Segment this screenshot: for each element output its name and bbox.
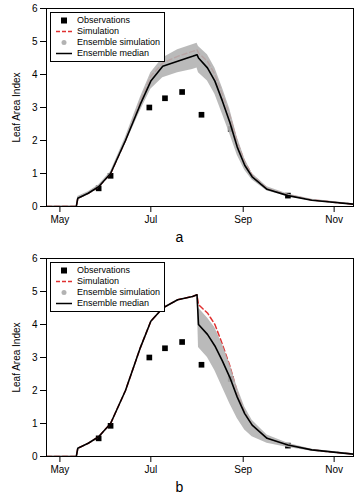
- html-text:Ensemble simulation: Ensemble simulation: [77, 37, 160, 47]
- svg-text:5: 5: [32, 36, 38, 47]
- html-text:a: a: [175, 229, 184, 245]
- svg-text:3: 3: [32, 102, 38, 113]
- svg-text:2: 2: [32, 385, 38, 396]
- svg-text:2: 2: [32, 135, 38, 146]
- svg-text:Nov: Nov: [325, 464, 343, 475]
- svg-text:Jul: Jul: [144, 214, 157, 225]
- html-text:Simulation: Simulation: [77, 276, 119, 286]
- svg-text:1: 1: [32, 418, 38, 429]
- svg-text:Leaf Area Index: Leaf Area Index: [11, 322, 22, 392]
- svg-text:0: 0: [32, 451, 38, 462]
- svg-text:4: 4: [32, 69, 38, 80]
- svg-text:4: 4: [32, 319, 38, 330]
- html-text:Observations: Observations: [77, 265, 130, 275]
- html-text:Ensemble median: Ensemble median: [77, 48, 149, 58]
- html-text:Ensemble simulation: Ensemble simulation: [77, 287, 160, 297]
- svg-text:Sep: Sep: [234, 464, 252, 475]
- svg-text:6: 6: [32, 3, 38, 14]
- svg-text:0: 0: [32, 201, 38, 212]
- svg-text:Nov: Nov: [325, 214, 343, 225]
- svg-text:6: 6: [32, 253, 38, 264]
- svg-text:1: 1: [32, 168, 38, 179]
- svg-text:Leaf Area Index: Leaf Area Index: [11, 72, 22, 142]
- svg-text:3: 3: [32, 352, 38, 363]
- svg-text:May: May: [50, 214, 69, 225]
- svg-text:5: 5: [32, 286, 38, 297]
- html-text:Simulation: Simulation: [77, 26, 119, 36]
- svg-text:Sep: Sep: [234, 214, 252, 225]
- html-text:Ensemble median: Ensemble median: [77, 298, 149, 308]
- html-text:b: b: [175, 479, 184, 495]
- svg-text:Jul: Jul: [144, 464, 157, 475]
- svg-text:May: May: [50, 464, 69, 475]
- html-text:Observations: Observations: [77, 15, 130, 25]
